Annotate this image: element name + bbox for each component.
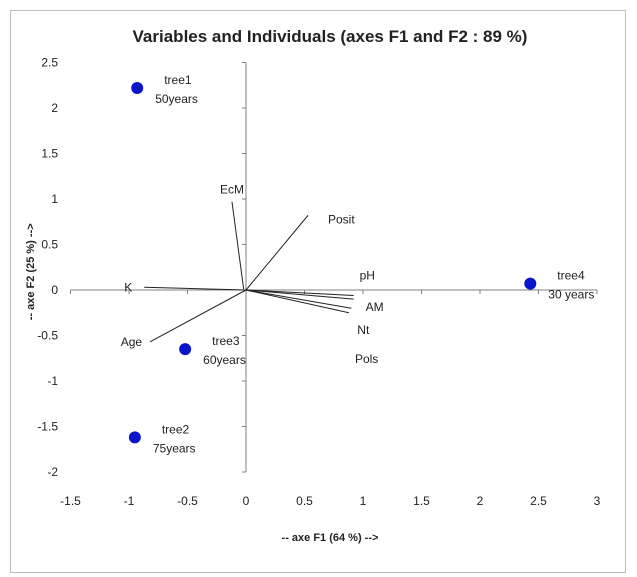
- x-tick-label: 3: [594, 494, 601, 508]
- individual-sublabel-tree3: 60years: [203, 353, 246, 367]
- variable-label-k: K: [124, 280, 132, 294]
- variable-vector-k: [144, 286, 247, 291]
- x-tick-label: 0: [243, 494, 250, 508]
- variable-vector-posit: [245, 215, 309, 291]
- x-tick-label: -1: [124, 494, 135, 508]
- x-tick-label: -0.5: [177, 494, 198, 508]
- individual-label-tree2: tree2: [162, 422, 190, 436]
- individual-point-tree4: [524, 277, 537, 290]
- variable-label-pols: Pols: [355, 352, 378, 366]
- variable-label-nt: Nt: [357, 323, 370, 337]
- individual-label-tree3: tree3: [212, 334, 240, 348]
- x-axis-title: -- axe F1 (64 %) -->: [282, 532, 379, 544]
- variable-vector-ph: [245, 289, 354, 296]
- x-tick-label: 1: [360, 494, 367, 508]
- x-tick-label: 0.5: [296, 494, 313, 508]
- individual-point-tree2: [128, 431, 141, 444]
- variable-label-ecm: EcM: [220, 183, 244, 197]
- y-tick-label: 0: [51, 283, 58, 297]
- individuals-group: tree1 50years tree2 75years tree3 60years tree…: [128, 73, 594, 455]
- variable-vector-pols: [245, 289, 350, 314]
- variable-label-am: AM: [366, 300, 384, 314]
- y-tick-label: -1.5: [37, 420, 58, 434]
- axes-group: -1.5 -1 -0.5 0 0.5 1 1.5 2 2.5 3 2.5 2 1.5 1 0.5 0 -0.5 -…: [37, 56, 600, 509]
- variables-group: EcM Posit K Age pH AM Nt Pols: [121, 183, 384, 366]
- variable-vector-age: [149, 289, 247, 343]
- individual-label-tree4: tree4: [557, 269, 585, 283]
- y-tick-label: -0.5: [37, 329, 58, 343]
- y-tick-label: -2: [47, 465, 58, 479]
- y-axis-title: -- axe F2 (25 %) -->: [25, 223, 37, 320]
- variable-vector-ecm: [231, 201, 245, 290]
- chart-frame: [10, 10, 626, 573]
- y-tick-label: 1: [51, 192, 58, 206]
- y-tick-label: -1: [47, 374, 58, 388]
- variable-label-ph: pH: [360, 268, 375, 282]
- chart-title: Variables and Individuals (axes F1 and F…: [133, 27, 528, 46]
- individual-point-tree3: [179, 343, 192, 356]
- individual-sublabel-tree1: 50years: [155, 92, 198, 106]
- y-tick-label: 0.5: [41, 238, 58, 252]
- x-tick-label: -1.5: [60, 494, 81, 508]
- variable-label-posit: Posit: [328, 212, 355, 226]
- individual-sublabel-tree4: 30 years: [548, 288, 594, 302]
- variable-vector-am: [245, 289, 354, 300]
- x-tick-label: 2.5: [530, 494, 547, 508]
- y-tick-label: 2.5: [41, 56, 58, 70]
- individual-point-tree1: [131, 81, 144, 94]
- x-tick-label: 2: [477, 494, 484, 508]
- x-tick-label: 1.5: [413, 494, 430, 508]
- variable-vector-nt: [245, 289, 352, 309]
- individual-sublabel-tree2: 75years: [153, 441, 196, 455]
- y-tick-label: 1.5: [41, 147, 58, 161]
- variable-label-age: Age: [121, 335, 143, 349]
- individual-label-tree1: tree1: [164, 73, 192, 87]
- y-tick-label: 2: [51, 101, 58, 115]
